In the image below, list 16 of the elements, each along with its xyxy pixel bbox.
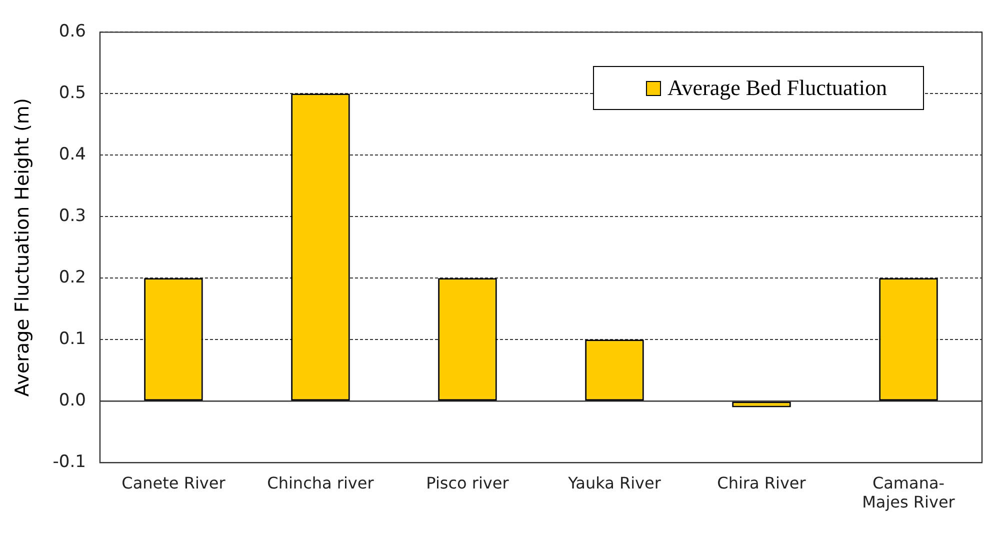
y-tick-label: 0.6 bbox=[58, 22, 86, 42]
y-tick-label: 0.5 bbox=[58, 83, 86, 104]
x-tick-label: Chincha river bbox=[267, 473, 374, 492]
y-tick-label: 0.1 bbox=[58, 329, 86, 350]
x-tick-label: Chira River bbox=[717, 473, 806, 492]
x-tick-label: Camana- Majes River bbox=[862, 473, 956, 512]
y-axis-title: Average Fluctuation Height (m) bbox=[11, 98, 34, 397]
y-tick-label: -0.1 bbox=[52, 452, 86, 472]
legend-label: Average Bed Fluctuation bbox=[667, 75, 887, 101]
x-tick-label: Canete River bbox=[122, 473, 226, 492]
y-tick-label: 0.2 bbox=[58, 268, 86, 288]
y-tick-label: 0.3 bbox=[58, 206, 86, 226]
y-tick-label: 0.0 bbox=[58, 390, 86, 411]
x-tick-label: Pisco river bbox=[426, 473, 510, 492]
y-tick-label: 0.4 bbox=[58, 144, 86, 165]
x-tick-label: Yauka River bbox=[567, 473, 662, 492]
